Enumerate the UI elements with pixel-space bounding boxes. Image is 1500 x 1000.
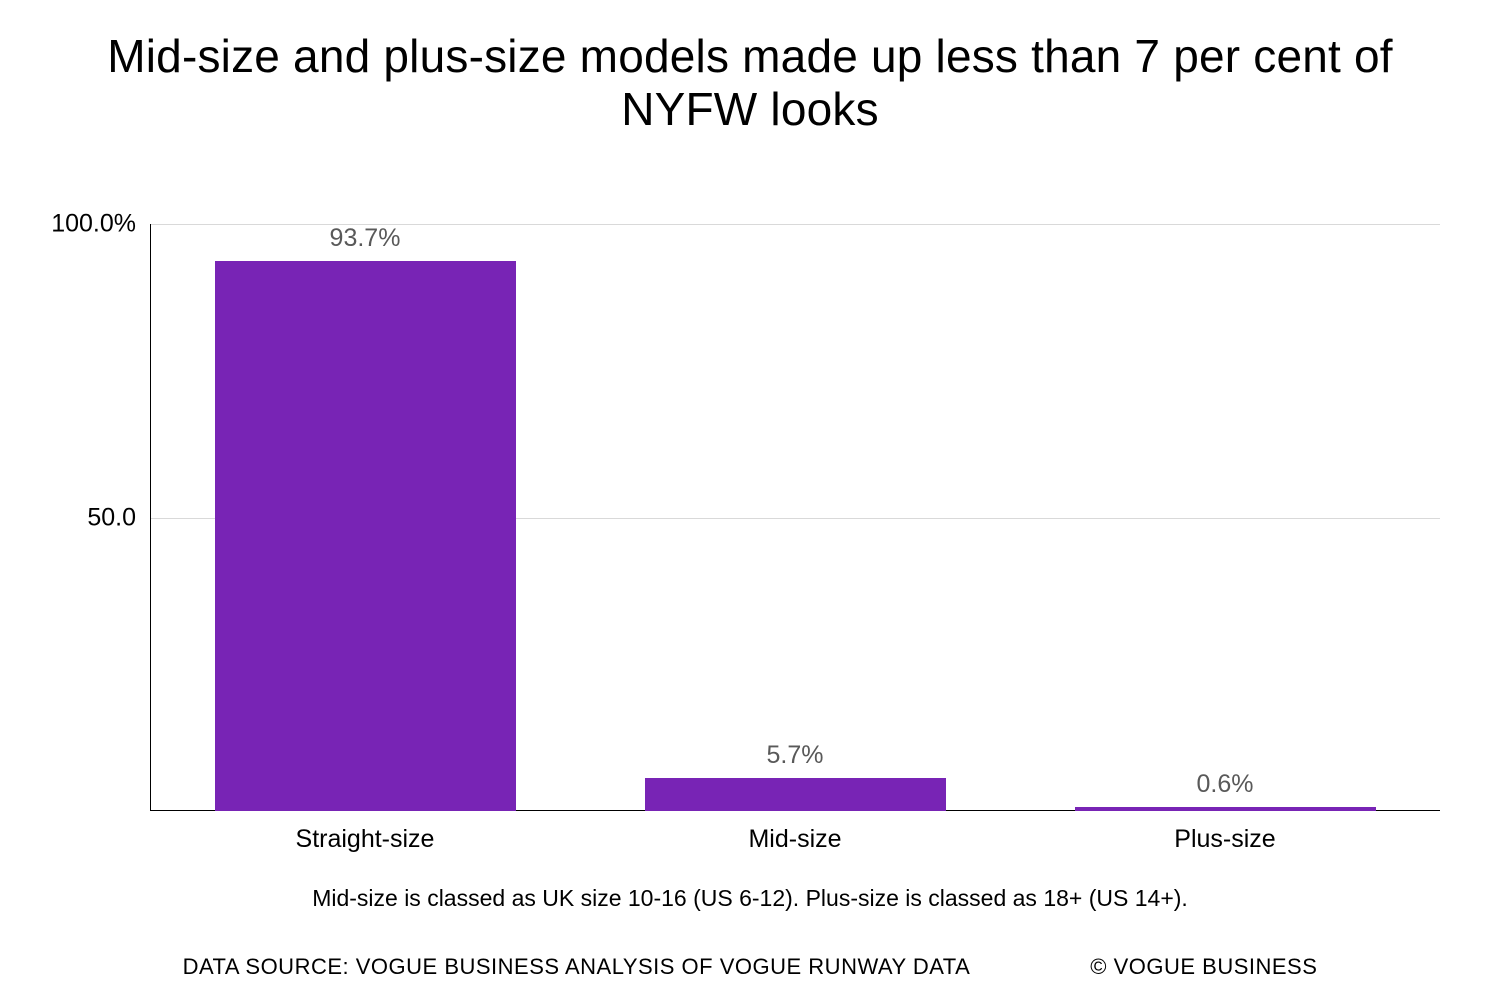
plot-area: 50.0100.0%93.7%Straight-size5.7%Mid-size… bbox=[150, 166, 1440, 811]
y-tick-label: 100.0% bbox=[51, 210, 150, 239]
y-tick-label: 50.0 bbox=[87, 503, 150, 532]
footer-source: DATA SOURCE: VOGUE BUSINESS ANALYSIS OF … bbox=[183, 954, 971, 980]
bar-chart: Mid-size and plus-size models made up le… bbox=[0, 0, 1500, 1000]
chart-caption: Mid-size is classed as UK size 10-16 (US… bbox=[60, 885, 1440, 912]
chart-footer: DATA SOURCE: VOGUE BUSINESS ANALYSIS OF … bbox=[60, 954, 1440, 980]
category-label: Mid-size bbox=[748, 811, 841, 854]
bar-value-label: 0.6% bbox=[1197, 770, 1254, 799]
bar bbox=[215, 261, 516, 811]
bar-slot: 93.7%Straight-size bbox=[150, 166, 580, 811]
bars-layer: 93.7%Straight-size5.7%Mid-size0.6%Plus-s… bbox=[150, 166, 1440, 811]
bar-slot: 5.7%Mid-size bbox=[580, 166, 1010, 811]
category-label: Plus-size bbox=[1174, 811, 1275, 854]
footer-copyright: © VOGUE BUSINESS bbox=[1090, 954, 1317, 980]
bar-value-label: 5.7% bbox=[767, 741, 824, 770]
bar-value-label: 93.7% bbox=[330, 224, 401, 253]
category-label: Straight-size bbox=[296, 811, 435, 854]
bar bbox=[645, 778, 946, 811]
bar-slot: 0.6%Plus-size bbox=[1010, 166, 1440, 811]
chart-title: Mid-size and plus-size models made up le… bbox=[60, 30, 1440, 136]
